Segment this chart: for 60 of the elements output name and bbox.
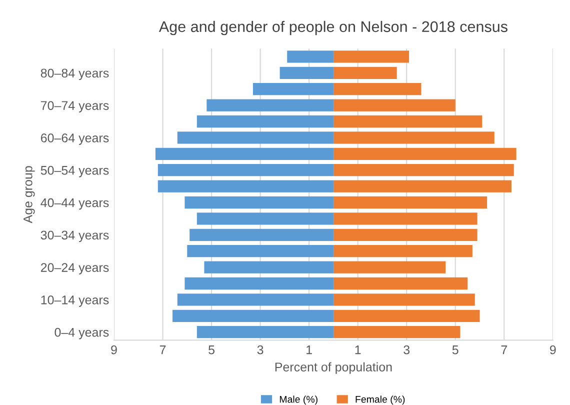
legend-label: Female (%) <box>356 396 405 405</box>
bar <box>252 83 334 96</box>
bar <box>333 277 468 290</box>
y-tick-label: 80–84 years <box>40 68 109 80</box>
y-axis-title: Age group <box>24 166 35 224</box>
y-tick-label: 30–34 years <box>40 230 109 242</box>
chart-title: Age and gender of people on Nelson - 2018 census <box>158 20 508 36</box>
bar <box>333 164 514 176</box>
bar <box>158 180 334 192</box>
bar <box>177 294 334 306</box>
x-axis-title: Percent of population <box>275 362 392 374</box>
bar <box>333 148 516 160</box>
bar <box>196 326 334 338</box>
y-tick-label: 60–64 years <box>40 134 109 145</box>
bar <box>158 164 334 176</box>
bar <box>206 99 334 112</box>
bar <box>333 132 494 144</box>
x-tick-label: 1 <box>355 346 361 354</box>
y-tick-label: 40–44 years <box>40 198 109 210</box>
bar <box>187 245 334 258</box>
bar <box>287 50 334 63</box>
bar <box>280 66 334 79</box>
bar <box>172 310 334 322</box>
x-tick-label: 3 <box>404 345 410 354</box>
y-tick-label: 0–4 years <box>54 328 109 340</box>
y-tick-label: 10–14 years <box>41 296 109 307</box>
x-tick-label: 1 <box>306 346 312 354</box>
bar <box>333 261 446 274</box>
bar <box>333 115 482 128</box>
x-tick-label: 9 <box>111 345 117 354</box>
y-tick-label: 20–24 years <box>40 263 109 274</box>
x-tick-label: 9 <box>550 345 556 354</box>
legend-label: Male (%) <box>280 396 318 405</box>
bar <box>333 99 456 112</box>
bar <box>333 196 488 209</box>
bar <box>333 212 478 225</box>
bar <box>333 66 397 79</box>
bar <box>184 277 334 290</box>
bar <box>190 228 334 241</box>
bar <box>196 115 334 128</box>
bar <box>155 148 334 160</box>
x-tick-label: 7 <box>160 346 166 354</box>
x-tick-label: 3 <box>257 345 264 354</box>
x-tick-label: 5 <box>452 346 458 354</box>
x-tick-label: 7 <box>501 346 507 354</box>
x-tick-label: 5 <box>208 346 214 354</box>
bar <box>204 261 334 274</box>
bar <box>184 196 334 209</box>
bar <box>333 310 480 322</box>
bar <box>177 132 334 144</box>
y-tick-label: 70–74 years <box>40 101 109 112</box>
bar <box>333 245 472 258</box>
bar <box>333 294 475 306</box>
bar <box>333 180 512 192</box>
bar <box>333 50 410 63</box>
y-tick-label: 50–54 years <box>40 166 109 178</box>
bar <box>333 326 460 338</box>
bar <box>333 228 478 241</box>
bar <box>333 83 422 96</box>
bar <box>196 212 334 225</box>
